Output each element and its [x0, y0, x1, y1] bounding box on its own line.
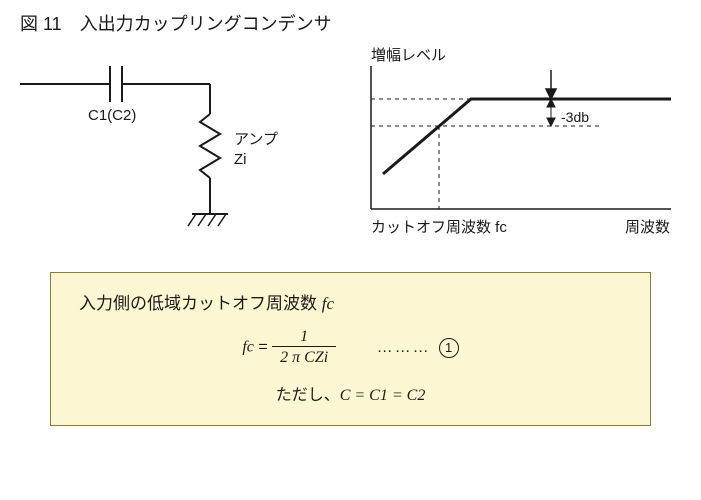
- minus3db-label: -3db: [561, 109, 589, 125]
- formula-lhs: fc: [242, 339, 254, 356]
- formula-dots: ………: [377, 339, 431, 356]
- formula-denominator: 2 π CZi: [272, 347, 336, 367]
- equals-sign: =: [258, 339, 272, 356]
- cap-label: C1(C2): [88, 107, 136, 124]
- formula-equation: fc = 1 2 π CZi ……… 1: [79, 328, 622, 367]
- formula-title-text: 入力側の低域カットオフ周波数: [79, 294, 322, 313]
- formula-title: 入力側の低域カットオフ周波数 fc: [79, 289, 622, 314]
- figures-row: C1(C2) アンプ Zi 増幅レベル: [20, 44, 681, 254]
- condition-eq: C = C1 = C2: [340, 387, 426, 404]
- formula-box: 入力側の低域カットオフ周波数 fc fc = 1 2 π CZi ……… 1 ただ…: [50, 272, 651, 426]
- formula-marker: 1: [439, 338, 459, 358]
- formula-numerator: 1: [272, 328, 336, 347]
- amp-label-2: Zi: [234, 151, 247, 168]
- frequency-response-graph: 増幅レベル: [341, 44, 681, 254]
- condition-prefix: ただし、: [276, 387, 340, 404]
- formula-title-var: fc: [322, 294, 334, 313]
- amp-label-1: アンプ: [234, 131, 278, 148]
- graph-ylabel: 増幅レベル: [371, 47, 446, 64]
- circuit-diagram: C1(C2) アンプ Zi: [20, 44, 321, 254]
- graph-xlabel-left: カットオフ周波数 fc: [371, 219, 507, 236]
- graph-xlabel-right: 周波数: [625, 219, 670, 236]
- formula-fraction: 1 2 π CZi: [272, 328, 336, 367]
- formula-condition: ただし、C = C1 = C2: [79, 381, 622, 405]
- figure-title: 図 11 入出力カップリングコンデンサ: [20, 10, 681, 36]
